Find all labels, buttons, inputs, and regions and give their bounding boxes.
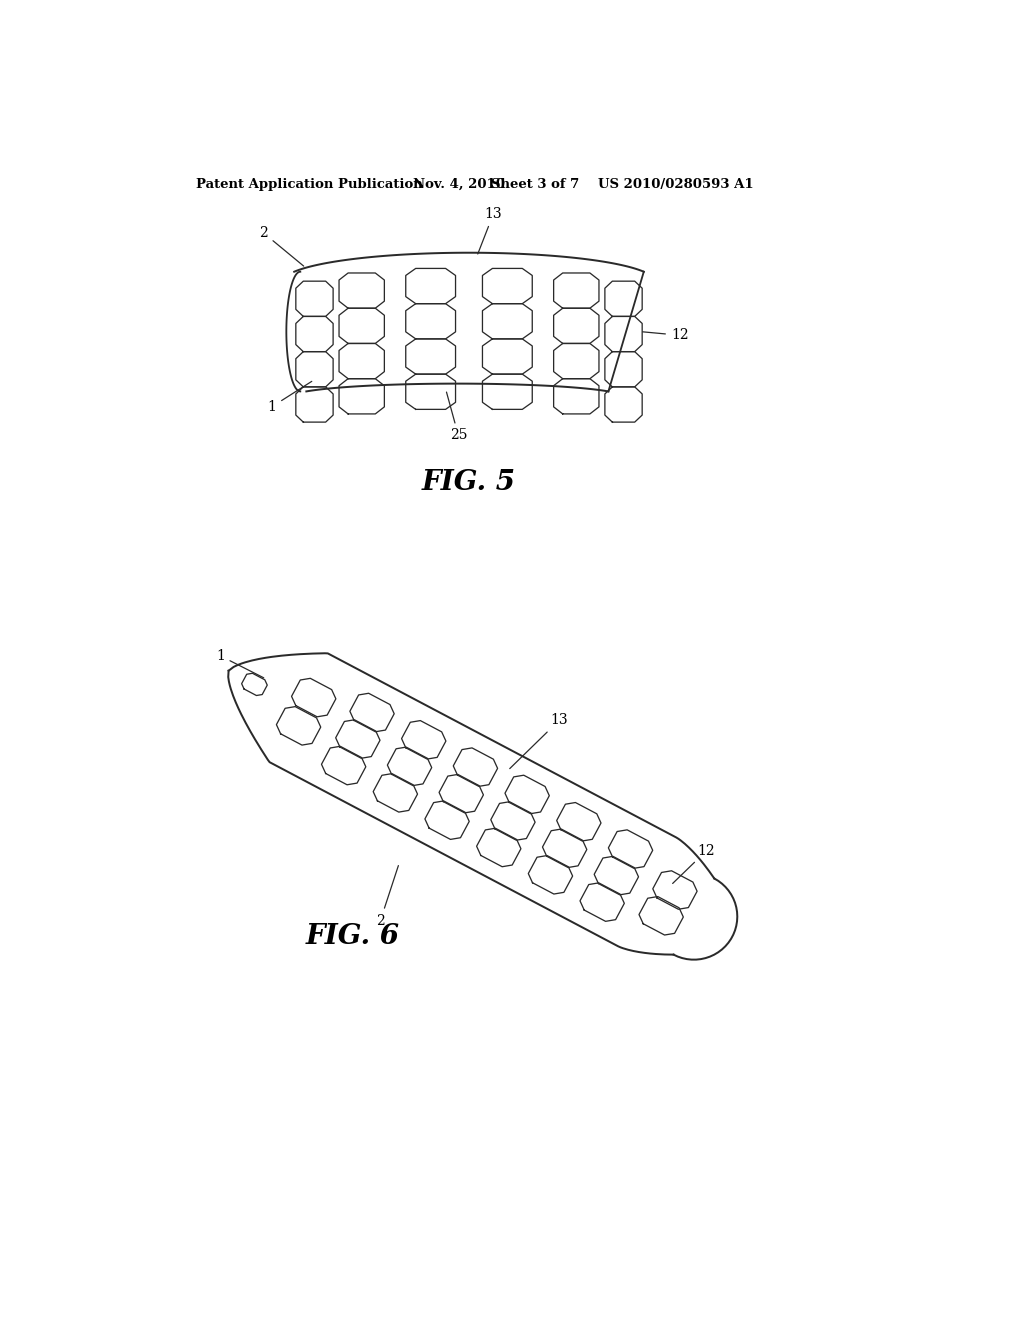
Text: Nov. 4, 2010: Nov. 4, 2010 — [414, 178, 505, 190]
Text: US 2010/0280593 A1: US 2010/0280593 A1 — [598, 178, 754, 190]
Text: 13: 13 — [478, 207, 502, 253]
Text: FIG. 6: FIG. 6 — [306, 923, 399, 950]
Text: 13: 13 — [510, 713, 568, 768]
Text: Patent Application Publication: Patent Application Publication — [197, 178, 423, 190]
Text: 1: 1 — [216, 649, 264, 677]
Text: 12: 12 — [673, 843, 716, 883]
Text: 2: 2 — [376, 866, 398, 928]
Text: 12: 12 — [643, 329, 688, 342]
Text: FIG. 5: FIG. 5 — [422, 469, 516, 495]
Text: 2: 2 — [259, 226, 304, 267]
Text: 25: 25 — [446, 392, 467, 442]
Text: Sheet 3 of 7: Sheet 3 of 7 — [490, 178, 579, 190]
Text: 1: 1 — [267, 381, 311, 413]
